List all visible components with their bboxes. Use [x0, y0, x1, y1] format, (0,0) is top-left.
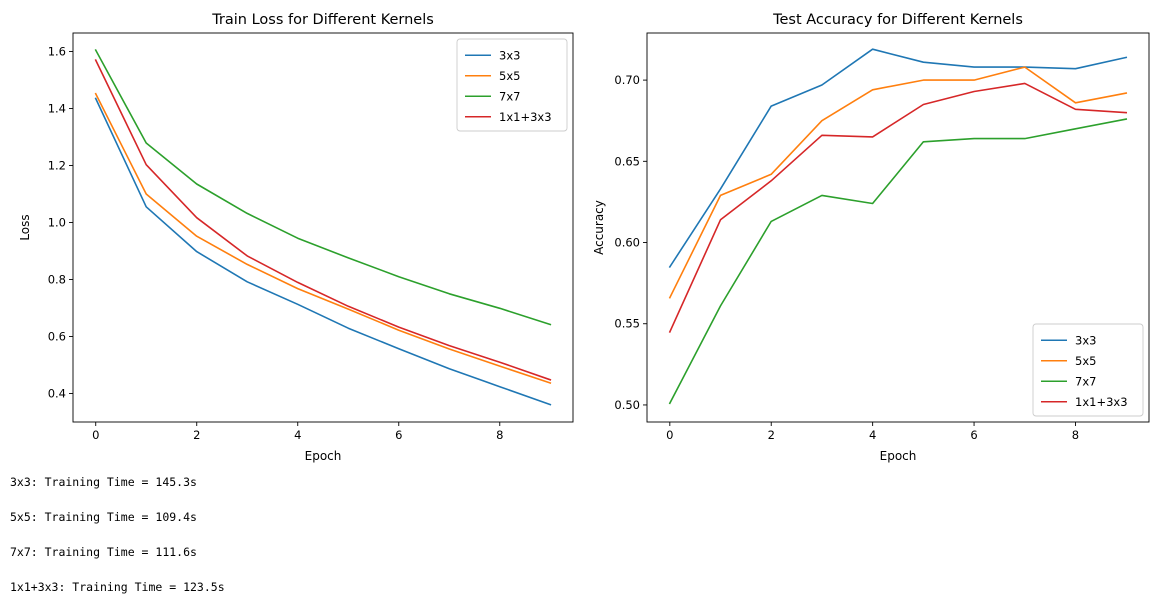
legend-label: 3x3: [499, 48, 520, 62]
output-line: 3x3: Training Time = 145.3s: [10, 475, 197, 489]
chart-title: Train Loss for Different Kernels: [211, 12, 434, 28]
figure: Train Loss for Different Kernels 0 2 4 6 8 0.4…: [18, 12, 1150, 463]
x-tick-label: 0: [92, 428, 99, 442]
y-axis-label: Loss: [18, 214, 32, 240]
chart-panel-1: Train Loss for Different Kernels 0 2 4 6 8 0.4…: [18, 12, 574, 463]
series-line: [94, 92, 552, 385]
legend-label: 3x3: [1075, 333, 1096, 347]
series-line: [94, 97, 552, 406]
y-tick-label: 0.50: [614, 398, 640, 412]
x-tick-label: 2: [768, 428, 775, 442]
x-tick-label: 6: [970, 428, 977, 442]
x-tick-label: 8: [1072, 428, 1079, 442]
chart-panel-2: Test Accuracy for Different Kernels 0 2 4 6 8…: [592, 12, 1150, 463]
legend-label: 5x5: [499, 69, 520, 83]
x-tick-label: 4: [294, 428, 301, 442]
x-axis-label: Epoch: [880, 449, 917, 463]
legend: 3x3 5x5 7x7 1x1+3x3: [1032, 323, 1144, 417]
x-tick-label: 6: [395, 428, 402, 442]
series-line: [668, 118, 1128, 405]
series-line: [668, 66, 1128, 299]
x-tick-label: 8: [496, 428, 503, 442]
output-line: 5x5: Training Time = 109.4s: [10, 510, 197, 524]
x-tick-label: 2: [193, 428, 200, 442]
y-tick-label: 0.65: [614, 154, 640, 168]
training-time-output: 3x3: Training Time = 145.3s 5x5: Trainin…: [10, 474, 225, 614]
y-tick-label: 0.4: [48, 387, 66, 401]
legend-label: 1x1+3x3: [499, 110, 552, 124]
chart-title: Test Accuracy for Different Kernels: [772, 12, 1023, 28]
x-axis-label: Epoch: [305, 449, 342, 463]
plot-frame: [646, 32, 1150, 423]
y-tick-label: 0.6: [48, 330, 66, 344]
series-line: [94, 59, 552, 381]
output-line: 7x7: Training Time = 111.6s: [10, 545, 197, 559]
x-tick-label: 0: [666, 428, 673, 442]
legend-box: [456, 38, 568, 132]
y-tick-label: 1.0: [48, 216, 66, 230]
series-line: [668, 82, 1128, 333]
y-tick-label: 0.8: [48, 273, 66, 287]
series-line: [668, 48, 1128, 269]
x-tick-label: 4: [869, 428, 876, 442]
legend-box: [1032, 323, 1144, 417]
legend-label: 5x5: [1075, 354, 1096, 368]
series-line: [94, 49, 552, 326]
y-tick-label: 0.70: [614, 73, 640, 87]
legend: 3x3 5x5 7x7 1x1+3x3: [456, 38, 568, 132]
output-line: 1x1+3x3: Training Time = 123.5s: [10, 580, 225, 594]
legend-label: 7x7: [499, 89, 520, 103]
y-tick-label: 1.4: [48, 102, 66, 116]
y-tick-label: 1.2: [48, 159, 66, 173]
legend-label: 1x1+3x3: [1075, 395, 1128, 409]
y-tick-label: 0.60: [614, 236, 640, 250]
legend-label: 7x7: [1075, 374, 1096, 388]
y-tick-label: 1.6: [48, 45, 66, 59]
y-tick-label: 0.55: [614, 317, 640, 331]
y-axis-label: Accuracy: [592, 200, 606, 255]
plot-frame: [72, 32, 574, 423]
